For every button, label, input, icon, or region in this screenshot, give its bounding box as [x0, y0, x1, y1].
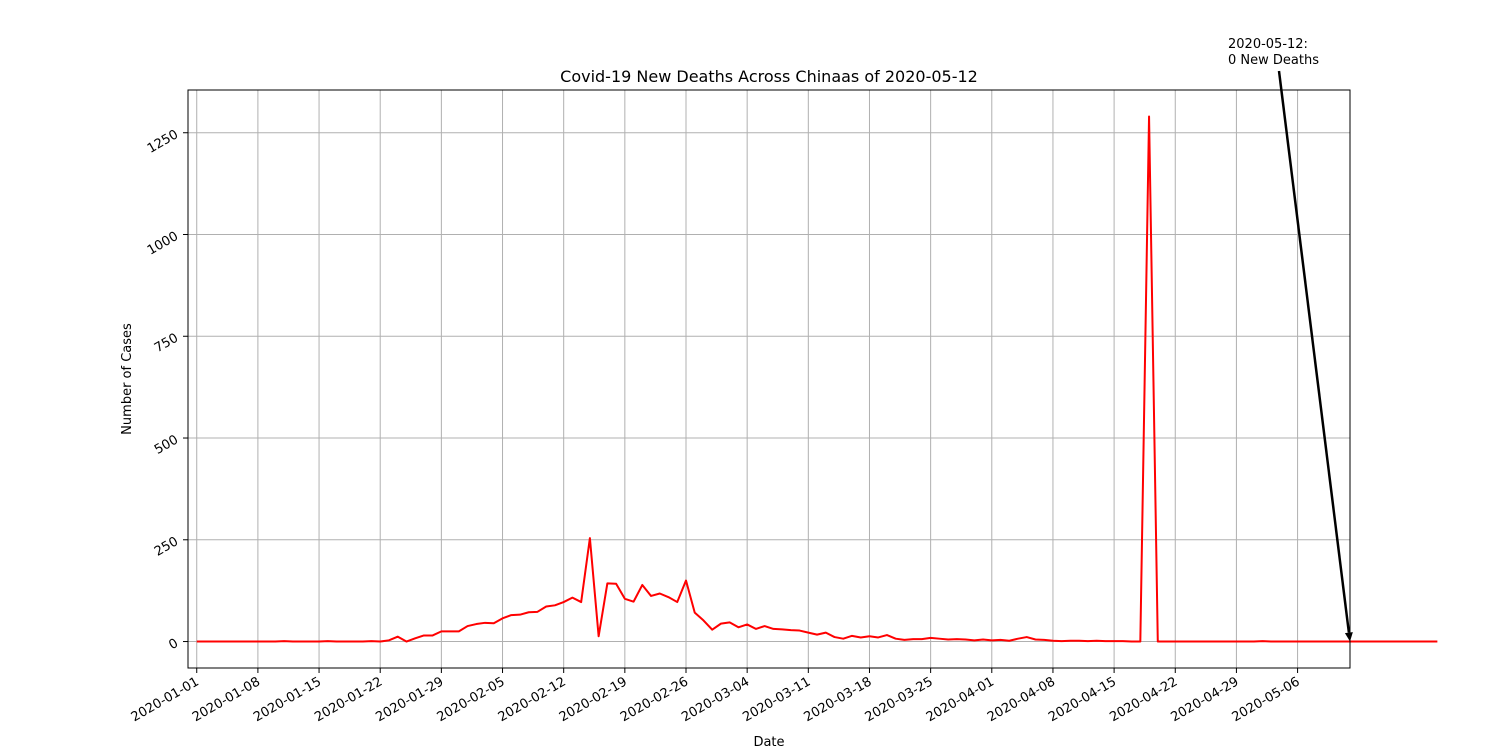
chart-title: Covid-19 New Deaths Across Chinaas of 20… — [560, 67, 978, 86]
annotation-value-label: 0 New Deaths — [1228, 53, 1319, 68]
series-layer — [196, 115, 1438, 643]
series-line — [196, 115, 1438, 643]
y-axis-title: Number of Cases — [120, 323, 135, 435]
x-axis-title: Date — [753, 735, 784, 750]
annotation-arrow-head — [1344, 632, 1353, 642]
annotation: 2020-05-12: 0 New Deaths — [1228, 37, 1353, 642]
annotation-date-label: 2020-05-12: — [1228, 37, 1308, 52]
grid-lines — [188, 90, 1350, 668]
annotation-arrow-shaft — [1277, 70, 1351, 633]
plot-area-frame — [187, 89, 1351, 669]
